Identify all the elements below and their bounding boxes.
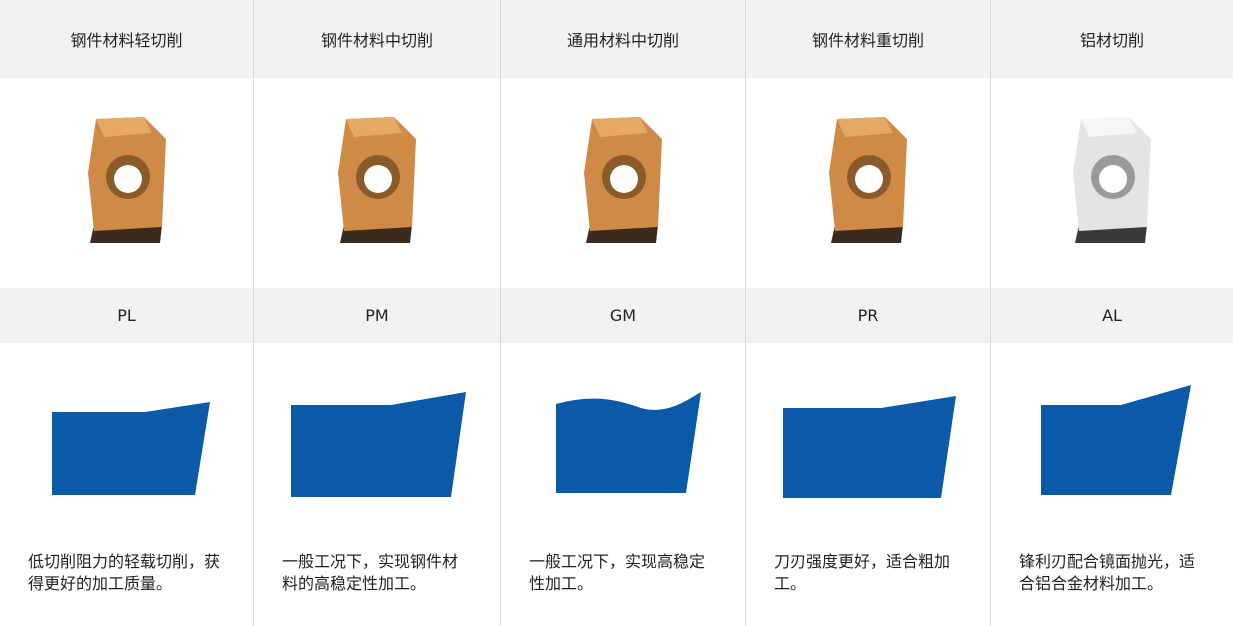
header-cell: 铝材切削 bbox=[990, 0, 1233, 78]
profile-shape bbox=[783, 396, 956, 498]
insert-image bbox=[500, 78, 745, 288]
edge-profile bbox=[990, 343, 1233, 520]
insert-code: PM bbox=[253, 288, 500, 343]
insert-image bbox=[990, 78, 1233, 288]
header-cell: 通用材料中切削 bbox=[500, 0, 745, 78]
description: 一般工况下，实现高稳定性加工。 bbox=[500, 520, 745, 626]
insert-image bbox=[0, 78, 253, 288]
description: 刀刃强度更好，适合粗加工。 bbox=[745, 520, 990, 626]
description: 低切削阻力的轻载切削，获得更好的加工质量。 bbox=[28, 552, 221, 593]
insert-code: PR bbox=[745, 288, 990, 343]
header-cell: 钢件材料中切削 bbox=[253, 0, 500, 78]
insert-drawing bbox=[829, 117, 907, 243]
insert-image bbox=[745, 78, 990, 288]
insert-code: PL bbox=[0, 288, 253, 343]
insert-drawing bbox=[584, 117, 662, 243]
header-cell: 钢件材料轻切削 bbox=[0, 0, 253, 78]
profile-shape bbox=[291, 392, 466, 497]
insert-drawing bbox=[87, 117, 166, 243]
insert-code: AL bbox=[990, 288, 1233, 343]
profile-shape bbox=[1041, 385, 1191, 495]
header-cell: 钢件材料重切削 bbox=[745, 0, 990, 78]
insert-code: GM bbox=[500, 288, 745, 343]
profile-shape bbox=[52, 402, 210, 495]
insert-image bbox=[253, 78, 500, 288]
description: 锋利刃配合镜面抛光，适合铝合金材料加工。 bbox=[990, 520, 1233, 626]
edge-profile bbox=[0, 343, 253, 520]
insert-drawing bbox=[1073, 117, 1151, 243]
edge-profile bbox=[745, 343, 990, 520]
profile-shape bbox=[556, 392, 701, 493]
insert-drawing bbox=[338, 117, 416, 243]
edge-profile bbox=[500, 343, 745, 520]
edge-profile bbox=[253, 343, 500, 520]
description: 一般工况下，实现钢件材料的高稳定性加工。 bbox=[253, 520, 500, 626]
